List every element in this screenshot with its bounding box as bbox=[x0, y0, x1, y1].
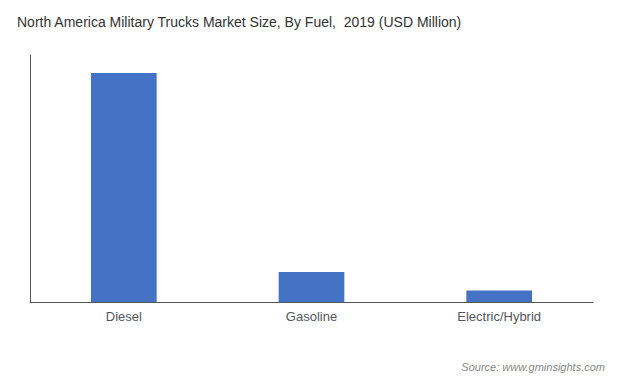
svg-text:Electric/Hybrid: Electric/Hybrid bbox=[457, 309, 541, 324]
svg-text:Gasoline: Gasoline bbox=[286, 309, 337, 324]
svg-text:Source: www.gminsights.com: Source: www.gminsights.com bbox=[461, 361, 605, 373]
svg-text:North America Military Trucks: North America Military Trucks Market Siz… bbox=[17, 14, 461, 30]
svg-text:Diesel: Diesel bbox=[106, 309, 142, 324]
